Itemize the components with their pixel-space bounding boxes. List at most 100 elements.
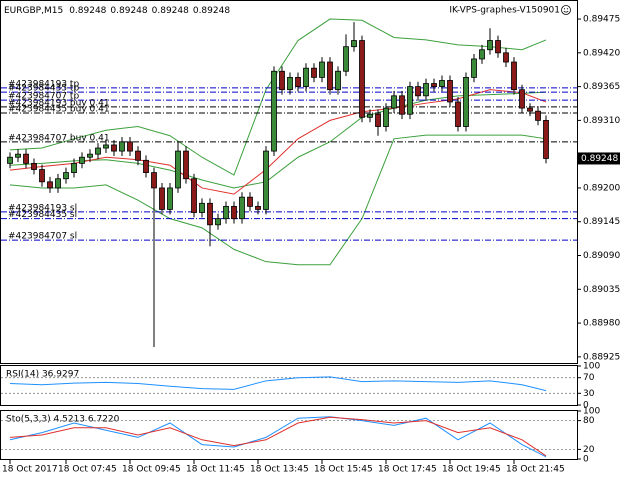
- candle-body: [487, 40, 493, 51]
- candle-body: [495, 40, 501, 54]
- candle-body: [87, 153, 93, 158]
- candle-body: [343, 46, 349, 72]
- candle-body: [415, 86, 421, 97]
- candle-body: [407, 86, 413, 115]
- candle-body: [455, 101, 461, 127]
- panel-title: RSI(14) 36.9297: [6, 370, 79, 380]
- candle-body: [239, 196, 245, 220]
- candle-body: [431, 83, 437, 88]
- candle-body: [39, 169, 45, 183]
- y-tick-label: 0.89310: [583, 116, 620, 126]
- y-tick-label: 0.89145: [583, 217, 620, 227]
- indicator-line: [9, 134, 547, 266]
- order-label: #423984193 tp: [8, 79, 79, 89]
- y-tick-label: 0.89200: [583, 183, 620, 193]
- y-tick-label: 0.89035: [583, 285, 620, 295]
- smiley-icon: [561, 5, 571, 15]
- x-tick-label: 18 Oct 17:45: [378, 465, 437, 475]
- watermark: IK-VPS-graphes-V150901: [449, 6, 560, 16]
- candle-body: [223, 205, 229, 220]
- order-label: #423984193 buy 0.41: [8, 98, 110, 108]
- candle-body: [367, 113, 373, 118]
- candle-body: [439, 80, 445, 88]
- candle-body: [31, 162, 37, 170]
- candle-body: [359, 40, 365, 118]
- candle-body: [303, 67, 309, 88]
- x-tick-label: 18 Oct 09:45: [122, 465, 181, 475]
- candle-body: [55, 178, 61, 189]
- candle-body: [447, 80, 453, 103]
- x-tick-label: 18 Oct 13:45: [250, 465, 309, 475]
- order-label: #423984435 buy 0.41: [8, 105, 110, 115]
- x-tick-label: 18 Oct 15:45: [314, 465, 373, 475]
- order-label: #423984707 tp: [8, 92, 79, 102]
- candle-body: [287, 76, 293, 91]
- candle-body: [167, 187, 173, 210]
- candle-body: [79, 156, 85, 164]
- header-value: 0.89248: [69, 6, 106, 16]
- candle-body: [463, 76, 469, 127]
- candle-body: [175, 150, 181, 189]
- candle-body: [535, 110, 541, 121]
- header-value: 0.89248: [110, 6, 147, 16]
- candle-body: [111, 144, 117, 152]
- candle-body: [63, 172, 69, 180]
- current-price-box: [578, 152, 620, 165]
- y-tick-label: 80: [583, 416, 595, 426]
- candle-body: [231, 205, 237, 220]
- panel-title: Sto(5,3,3) 4.5213 6.7220: [6, 415, 120, 425]
- x-tick-label: 18 Oct 07:45: [58, 465, 117, 475]
- x-tick-label: 18 Oct 19:45: [442, 465, 501, 475]
- candle-body: [151, 172, 157, 189]
- candle-body: [511, 61, 517, 91]
- candle-body: [263, 150, 269, 210]
- candle-body: [15, 153, 21, 158]
- header-value: 0.89248: [193, 6, 230, 16]
- candle-body: [327, 61, 333, 91]
- candle-body: [143, 159, 149, 173]
- y-tick-label: 0: [583, 401, 589, 411]
- x-tick-label: 18 Oct 2017: [2, 465, 58, 475]
- candle-body: [295, 76, 301, 88]
- indicator-line: [9, 376, 547, 392]
- candle-body: [247, 196, 253, 207]
- candle-body: [183, 150, 189, 180]
- candle-body: [527, 107, 533, 112]
- order-label: #423984193 sl: [8, 203, 77, 213]
- candle-body: [391, 95, 397, 109]
- y-tick-label: 0: [583, 455, 589, 465]
- candle-body: [311, 67, 317, 78]
- candle-body: [7, 156, 13, 164]
- symbol: EURGBP,M15: [4, 6, 63, 16]
- current-price-label: 0.89248: [581, 154, 618, 164]
- candle-body: [423, 83, 429, 97]
- y-tick-label: 70: [583, 373, 595, 383]
- y-tick-label: 0.89420: [583, 48, 620, 58]
- candle-body: [159, 187, 165, 210]
- candle-body: [199, 202, 205, 213]
- candle-body: [119, 141, 125, 152]
- order-label: #423984435 tp: [8, 84, 79, 94]
- candle-body: [479, 49, 485, 60]
- y-tick-label: 20: [583, 445, 595, 455]
- candle-body: [319, 61, 325, 78]
- header: EURGBP,M15 0.89248 0.89248 0.89248 0.89248: [4, 6, 230, 16]
- rsi-panel: [0, 365, 578, 406]
- candle-body: [47, 181, 53, 189]
- x-tick-label: 18 Oct 21:45: [506, 465, 565, 475]
- candle-body: [95, 147, 101, 155]
- y-tick-label: 30: [583, 389, 595, 399]
- indicator-line: [9, 18, 547, 176]
- candle-body: [207, 202, 213, 226]
- candle-body: [383, 107, 389, 127]
- candle-body: [71, 162, 77, 173]
- candle-body: [103, 144, 109, 149]
- candle-body: [503, 52, 509, 63]
- y-tick-label: 100: [583, 407, 600, 417]
- candle-body: [135, 150, 141, 161]
- y-tick-label: 100: [583, 362, 600, 372]
- candle-body: [519, 89, 525, 109]
- candle-body: [215, 218, 221, 226]
- candle-body: [127, 141, 133, 152]
